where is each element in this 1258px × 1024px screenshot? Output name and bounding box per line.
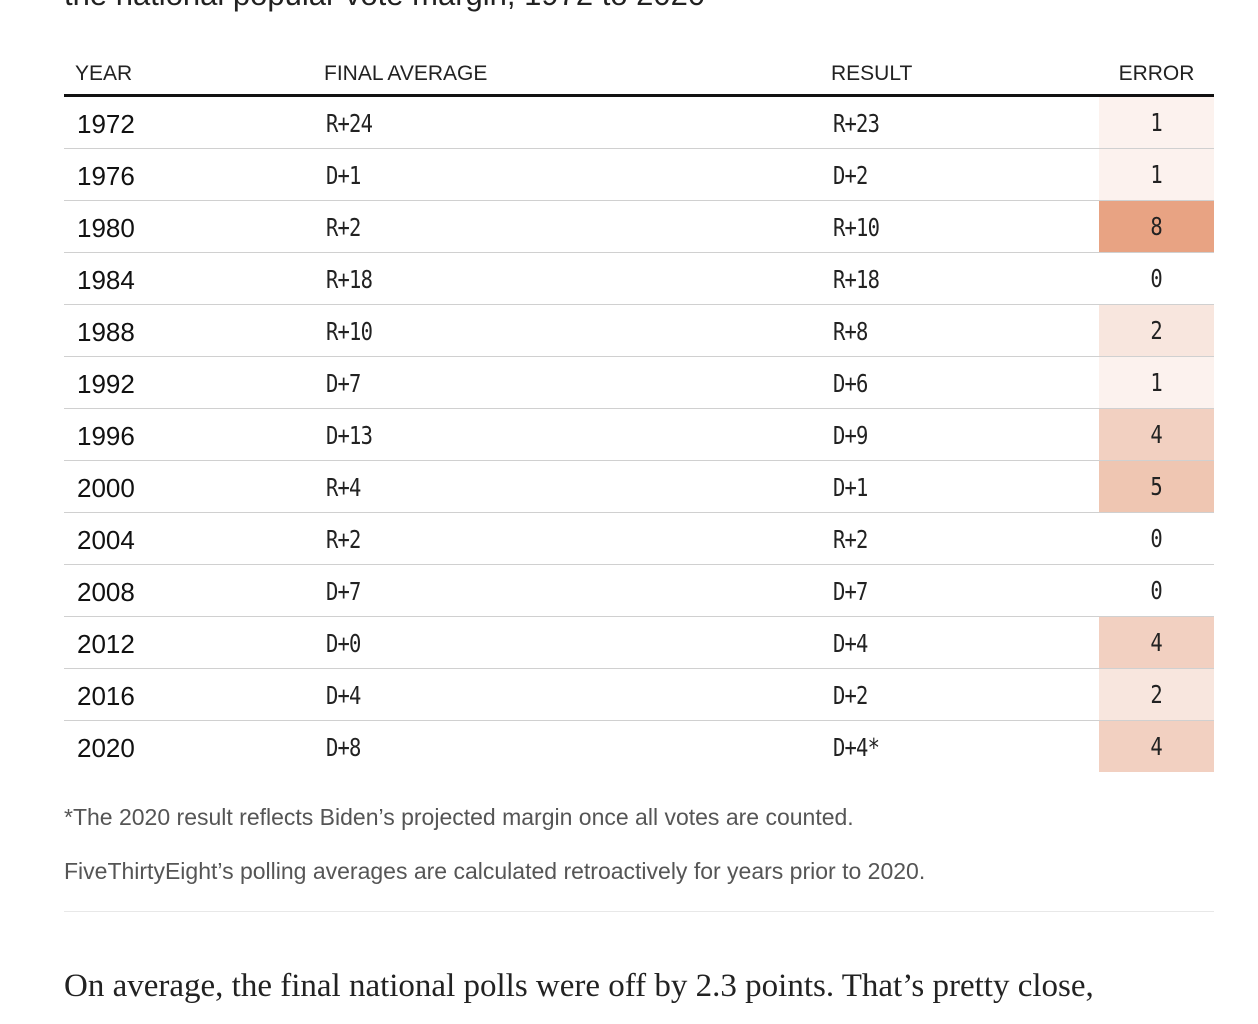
cell-error: 4 xyxy=(1099,409,1214,460)
cell-error-value: 4 xyxy=(1150,732,1163,761)
cell-year: 1980 xyxy=(77,213,135,243)
cell-result: D+4 xyxy=(833,629,868,658)
cell-error-value: 2 xyxy=(1150,680,1163,709)
cell-error-value: 4 xyxy=(1150,420,1163,449)
table-row: 1996 D+13 D+9 4 xyxy=(64,409,1214,461)
cell-error-value: 1 xyxy=(1150,160,1163,189)
polling-error-table: YEAR FINAL AVERAGE RESULT ERROR 1972 R+24… xyxy=(64,58,1214,772)
table-body: 1972 R+24 R+23 1 1976 D+1 D+2 1 1980 R+2 R+10 8 1984… xyxy=(64,97,1214,772)
cell-error-value: 0 xyxy=(1150,524,1163,553)
cell-error-value: 1 xyxy=(1150,108,1163,137)
cell-final-average: R+2 xyxy=(326,213,361,242)
cell-error-value: 1 xyxy=(1150,368,1163,397)
article-paragraph: On average, the final national polls wer… xyxy=(64,968,1094,1004)
cell-final-average: R+10 xyxy=(326,317,373,346)
cell-result: D+1 xyxy=(833,473,868,502)
cell-error-value: 0 xyxy=(1150,576,1163,605)
cell-result: R+23 xyxy=(833,109,880,138)
cell-result: R+8 xyxy=(833,317,868,346)
cell-final-average: D+7 xyxy=(326,577,361,606)
cell-error-value: 8 xyxy=(1150,212,1163,241)
header-final-average: FINAL AVERAGE xyxy=(324,62,488,85)
table-row: 2012 D+0 D+4 4 xyxy=(64,617,1214,669)
cell-result: D+9 xyxy=(833,421,868,450)
cell-result: R+2 xyxy=(833,525,868,554)
cell-final-average: R+2 xyxy=(326,525,361,554)
cell-year: 2012 xyxy=(77,629,135,659)
cell-error: 0 xyxy=(1099,513,1214,564)
cell-final-average: D+0 xyxy=(326,629,361,658)
cell-year: 2008 xyxy=(77,577,135,607)
table-header: YEAR FINAL AVERAGE RESULT ERROR xyxy=(64,58,1214,97)
cell-result: R+10 xyxy=(833,213,880,242)
cell-error-value: 0 xyxy=(1150,264,1163,293)
divider xyxy=(64,911,1214,912)
table-row: 2004 R+2 R+2 0 xyxy=(64,513,1214,565)
table-row: 2008 D+7 D+7 0 xyxy=(64,565,1214,617)
cell-year: 1992 xyxy=(77,369,135,399)
header-year: YEAR xyxy=(75,62,133,85)
cell-final-average: D+8 xyxy=(326,733,361,762)
cell-error: 1 xyxy=(1099,149,1214,200)
cell-final-average: R+24 xyxy=(326,109,373,138)
cell-error: 1 xyxy=(1099,357,1214,408)
table-subtitle: the national popular vote margin, 1972 t… xyxy=(64,0,705,12)
cell-result: R+18 xyxy=(833,265,880,294)
cell-year: 1996 xyxy=(77,421,135,451)
cell-final-average: D+13 xyxy=(326,421,373,450)
cell-result: D+2 xyxy=(833,681,868,710)
cell-final-average: D+4 xyxy=(326,681,361,710)
table-row: 1980 R+2 R+10 8 xyxy=(64,201,1214,253)
cell-year: 1972 xyxy=(77,109,135,139)
cell-error: 4 xyxy=(1099,721,1214,772)
cell-result: D+6 xyxy=(833,369,868,398)
table-row: 1988 R+10 R+8 2 xyxy=(64,305,1214,357)
table-row: 1972 R+24 R+23 1 xyxy=(64,97,1214,149)
cell-final-average: D+7 xyxy=(326,369,361,398)
cell-year: 2004 xyxy=(77,525,135,555)
table-row: 1976 D+1 D+2 1 xyxy=(64,149,1214,201)
table-row: 2020 D+8 D+4* 4 xyxy=(64,721,1214,772)
table-row: 1992 D+7 D+6 1 xyxy=(64,357,1214,409)
cell-error-value: 2 xyxy=(1150,316,1163,345)
cell-error: 2 xyxy=(1099,305,1214,356)
cell-error: 1 xyxy=(1099,97,1214,148)
cell-final-average: D+1 xyxy=(326,161,361,190)
cell-result: D+7 xyxy=(833,577,868,606)
cell-year: 1984 xyxy=(77,265,135,295)
cell-error: 0 xyxy=(1099,253,1214,304)
header-result: RESULT xyxy=(831,62,913,85)
cell-error: 4 xyxy=(1099,617,1214,668)
header-error: ERROR xyxy=(1118,62,1195,85)
cell-final-average: R+4 xyxy=(326,473,361,502)
cell-year: 2000 xyxy=(77,473,135,503)
cell-error-value: 5 xyxy=(1150,472,1163,501)
cell-final-average: R+18 xyxy=(326,265,373,294)
cell-error: 0 xyxy=(1099,565,1214,616)
cell-error: 5 xyxy=(1099,461,1214,512)
cell-result: D+2 xyxy=(833,161,868,190)
cell-year: 1988 xyxy=(77,317,135,347)
cell-result: D+4* xyxy=(833,733,880,762)
cell-year: 2016 xyxy=(77,681,135,711)
cell-error: 8 xyxy=(1099,201,1214,252)
table-row: 2016 D+4 D+2 2 xyxy=(64,669,1214,721)
cell-year: 1976 xyxy=(77,161,135,191)
table-row: 1984 R+18 R+18 0 xyxy=(64,253,1214,305)
source-note: FiveThirtyEight’s polling averages are c… xyxy=(64,858,926,884)
footnote: *The 2020 result reflects Biden’s projec… xyxy=(64,804,854,830)
table-row: 2000 R+4 D+1 5 xyxy=(64,461,1214,513)
cell-year: 2020 xyxy=(77,733,135,763)
cell-error-value: 4 xyxy=(1150,628,1163,657)
cell-error: 2 xyxy=(1099,669,1214,720)
